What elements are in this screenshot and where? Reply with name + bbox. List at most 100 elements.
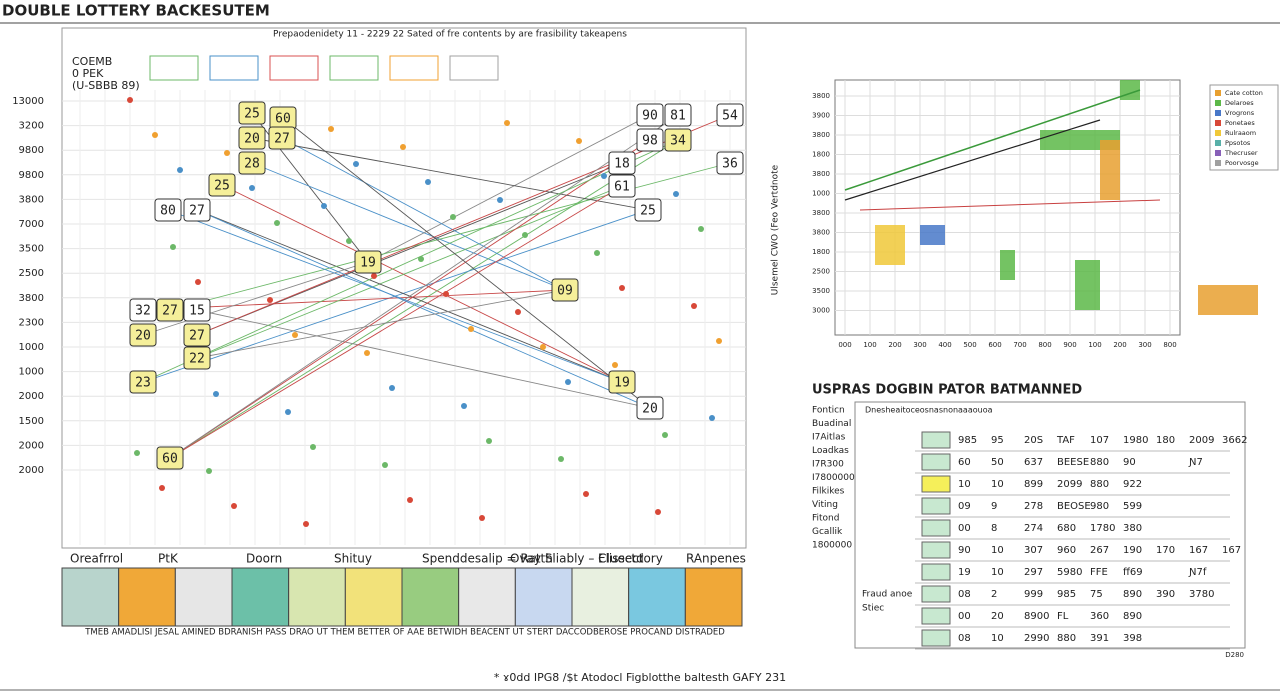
table-cell: 180 bbox=[1156, 435, 1175, 446]
side-x-tick: 400 bbox=[938, 341, 951, 349]
dot bbox=[134, 450, 140, 456]
side-block bbox=[1120, 80, 1140, 100]
table-cell: 880 bbox=[1057, 633, 1076, 644]
axis-label: 3200 bbox=[19, 121, 44, 132]
node-label: 90 bbox=[642, 109, 658, 124]
table-cell: 95 bbox=[991, 435, 1004, 446]
table-cell: 3780 bbox=[1189, 589, 1214, 600]
dot bbox=[450, 214, 456, 220]
key-swatch bbox=[329, 55, 379, 81]
dot bbox=[407, 497, 413, 503]
dot bbox=[310, 444, 316, 450]
legend-header: RAnpenes bbox=[686, 552, 746, 566]
table-cell: 880 bbox=[1090, 457, 1109, 468]
link bbox=[196, 114, 731, 336]
side-block bbox=[1075, 260, 1100, 310]
table-header: Dnesheaitoceosnasnonaaaouoa bbox=[865, 406, 993, 415]
node-box bbox=[608, 370, 636, 394]
dot bbox=[382, 462, 388, 468]
node-label: 18 bbox=[614, 157, 630, 172]
table-cell: 391 bbox=[1090, 633, 1109, 644]
link bbox=[196, 185, 623, 359]
node-label: 80 bbox=[160, 204, 176, 219]
node-box bbox=[238, 101, 266, 125]
table-cell: 09 bbox=[958, 501, 971, 512]
dot bbox=[479, 515, 485, 521]
node-box bbox=[268, 126, 296, 150]
row-marker bbox=[921, 585, 951, 603]
node-label: 20 bbox=[642, 402, 658, 417]
node-label: 34 bbox=[670, 134, 686, 149]
node-box bbox=[608, 151, 636, 175]
network-subtitle: Prepaodenidety 11 - 2229 22 Sated of fre… bbox=[273, 30, 627, 40]
node-label: 60 bbox=[275, 112, 291, 127]
dot bbox=[224, 150, 230, 156]
table-cell: 680 bbox=[1057, 523, 1076, 534]
table-note: Stiec bbox=[862, 604, 884, 614]
table-cell: 880 bbox=[1090, 479, 1109, 490]
side-x-tick: 200 bbox=[888, 341, 901, 349]
table-title: USPRAS DOGBIN PATOR BATMANNED bbox=[812, 383, 1082, 398]
table-cell: 10 bbox=[991, 633, 1004, 644]
axis-label: 2300 bbox=[19, 317, 44, 328]
axis-label: 2000 bbox=[19, 391, 44, 402]
side-block bbox=[1198, 285, 1258, 315]
table-cell: 1980 bbox=[1123, 435, 1148, 446]
axis-label: 2000 bbox=[19, 465, 44, 476]
link bbox=[169, 162, 731, 311]
dot bbox=[576, 138, 582, 144]
table-cell: 274 bbox=[1024, 523, 1043, 534]
node-box bbox=[129, 323, 157, 347]
row-label: I7800000 bbox=[812, 473, 855, 483]
row-label: Buadinal bbox=[812, 419, 851, 429]
link bbox=[142, 289, 566, 311]
side-y-tick: 3500 bbox=[812, 287, 830, 295]
node-label: 23 bbox=[135, 376, 151, 391]
dot bbox=[443, 291, 449, 297]
table-cell: 890 bbox=[1123, 589, 1142, 600]
side-x-tick: 100 bbox=[1088, 341, 1101, 349]
side-legend-swatch bbox=[1215, 150, 1221, 156]
row-label: Filkikes bbox=[812, 487, 845, 497]
node-label: 25 bbox=[214, 179, 230, 194]
side-block bbox=[920, 225, 945, 245]
node-box bbox=[636, 103, 664, 127]
network-panel bbox=[61, 27, 747, 549]
node-box bbox=[238, 151, 266, 175]
link bbox=[282, 117, 651, 409]
legend-block bbox=[174, 567, 233, 627]
side-trend bbox=[844, 119, 1101, 201]
node-label: 22 bbox=[189, 352, 205, 367]
table-cell: 980 bbox=[1090, 501, 1109, 512]
link bbox=[169, 139, 651, 459]
dot bbox=[522, 232, 528, 238]
dot bbox=[486, 438, 492, 444]
table-cell: 637 bbox=[1024, 457, 1043, 468]
legend-header: PtK bbox=[158, 552, 179, 566]
side-y-tick: 3800 bbox=[812, 131, 830, 139]
dot bbox=[619, 285, 625, 291]
dot bbox=[709, 415, 715, 421]
side-x-tick: 200 bbox=[1113, 341, 1126, 349]
side-y-tick: 2500 bbox=[812, 268, 830, 276]
row-marker bbox=[921, 431, 951, 449]
dot bbox=[267, 297, 273, 303]
table-cell: 167 bbox=[1189, 545, 1208, 556]
axis-label: 1500 bbox=[19, 416, 44, 427]
table-cell: FL bbox=[1057, 611, 1069, 622]
side-legend-text: Vrogrons bbox=[1225, 109, 1255, 117]
node-label: 28 bbox=[244, 157, 260, 172]
node-label: 32 bbox=[135, 304, 151, 319]
row-marker bbox=[921, 563, 951, 581]
legend-caption: TMEB AMADLISI JESAL AMINED BDRANISH PASS… bbox=[84, 628, 725, 638]
legend-block bbox=[288, 567, 346, 627]
node-box bbox=[238, 126, 266, 150]
table-cell: 899 bbox=[1024, 479, 1043, 490]
side-y-tick: 3800 bbox=[812, 209, 830, 217]
dot bbox=[249, 185, 255, 191]
row-marker bbox=[921, 497, 951, 515]
dot bbox=[353, 161, 359, 167]
dot bbox=[328, 126, 334, 132]
side-x-tick: 000 bbox=[838, 341, 851, 349]
